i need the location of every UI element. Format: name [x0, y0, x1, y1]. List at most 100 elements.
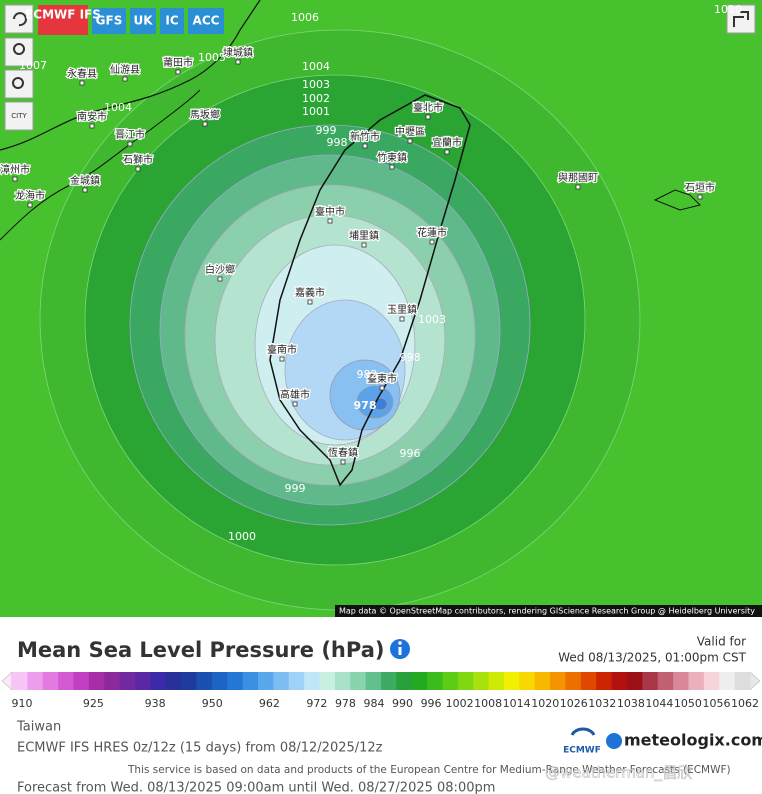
colorbar-tick-label: 984: [363, 697, 384, 710]
colorbar-swatch: [365, 672, 382, 690]
city-label: 永春县: [67, 67, 97, 80]
model-button[interactable]: [130, 8, 156, 34]
colorbar-tick-label: 1014: [503, 697, 531, 710]
colorbar-tick-label: 978: [335, 697, 356, 710]
colorbar-swatch: [504, 672, 520, 690]
island: [653, 189, 701, 211]
city-marker: [175, 69, 181, 75]
colorbar-swatch: [381, 672, 397, 690]
contour-label: 1010: [714, 3, 742, 16]
colorbar: [12, 672, 751, 690]
taiwan-outline: [269, 94, 471, 487]
contour-label: 1000: [228, 530, 256, 543]
contour-label: 998: [327, 136, 348, 149]
colorbar-swatch: [688, 672, 705, 690]
colorbar-tick-label: 1062: [731, 697, 759, 710]
city-button[interactable]: [4, 101, 34, 131]
city-marker: [425, 114, 431, 120]
city-label: 漳州市: [0, 163, 30, 176]
colorbar-swatch: [73, 672, 90, 690]
colorbar-tick-label: 996: [421, 697, 442, 710]
colorbar-swatch: [565, 672, 582, 690]
contour-label: 1001: [302, 105, 330, 118]
city-label: 臺北市: [413, 101, 443, 114]
colorbar-tick-label: 972: [306, 697, 327, 710]
colorbar-swatch: [442, 672, 459, 690]
colorbar-swatch: [319, 672, 336, 690]
share-button[interactable]: [726, 4, 756, 34]
city-marker: [389, 164, 395, 170]
city-label: 龙海市: [15, 189, 45, 202]
city-marker: [235, 59, 241, 65]
colorbar-tick-label: 1038: [617, 697, 645, 710]
info-icon-part: [398, 647, 402, 655]
city-marker: [292, 401, 298, 407]
reload-button[interactable]: [4, 4, 34, 34]
colorbar-tick-label: 1056: [702, 697, 730, 710]
colorbar-swatch: [304, 672, 320, 690]
site-name: meteologix.com: [624, 731, 762, 750]
model-button[interactable]: [92, 8, 126, 34]
contour-label: 1004: [104, 101, 132, 114]
city-label: 仙游县: [110, 63, 140, 76]
zoom-icon: [12, 77, 24, 89]
valid-label: Valid for: [697, 635, 746, 649]
city-label: 恆春鎮: [328, 446, 358, 459]
colorbar-arrow: [749, 671, 761, 691]
city-marker: [399, 316, 405, 322]
model-button[interactable]: [188, 8, 224, 34]
colorbar-swatch: [334, 672, 351, 690]
city-label: 竹東鎮: [377, 151, 407, 164]
colorbar-tick-label: 1008: [474, 697, 502, 710]
city-label: 埔里鎮: [349, 229, 379, 242]
colorbar-swatch: [457, 672, 474, 690]
colorbar-swatch: [135, 672, 151, 690]
colorbar-tick-label: 938: [145, 697, 166, 710]
contour-label: 1003: [302, 78, 330, 91]
city-marker: [217, 276, 223, 282]
zoom-button[interactable]: [4, 69, 34, 99]
location-button[interactable]: [4, 37, 34, 67]
colorbar-swatch: [165, 672, 182, 690]
city-label: 高雄市: [280, 388, 310, 401]
city-marker: [575, 184, 581, 190]
city-marker: [202, 121, 208, 127]
city-marker: [327, 218, 333, 224]
ecmwf-logo: [570, 727, 596, 736]
colorbar-arrow: [1, 671, 13, 691]
watermark: @weatherman_倡欣: [545, 764, 692, 783]
colorbar-swatch: [580, 672, 597, 690]
colorbar-tick-label: 1032: [588, 697, 616, 710]
contour-label: 1005: [198, 51, 226, 64]
colorbar-swatch: [611, 672, 628, 690]
city-marker: [307, 299, 313, 305]
city-label: 花蓮市: [417, 226, 447, 239]
colorbar-tick-label: 1050: [674, 697, 702, 710]
colorbar-swatch: [350, 672, 367, 690]
model-button[interactable]: [160, 8, 184, 34]
city-label: 埭城鎮: [223, 46, 253, 59]
colorbar-swatch: [12, 672, 28, 690]
city-marker: [379, 385, 385, 391]
city-marker: [362, 143, 368, 149]
legend-panel: Mean Sea Level Pressure (hPa) Valid for We…: [1, 635, 762, 794]
service-note: This service is based on data and produc…: [127, 764, 731, 776]
contour-label: 1007: [19, 59, 47, 72]
city-label: 與那國町: [558, 171, 598, 184]
city-label: 臺東市: [367, 372, 397, 385]
city-label: 馬坂鄉: [190, 108, 220, 121]
attribution-bar: [335, 605, 762, 617]
colorbar-swatch: [719, 672, 736, 690]
city-label: 石垣市: [685, 181, 715, 194]
city-marker: [361, 242, 367, 248]
city-label: 白沙鄉: [205, 263, 235, 276]
city-marker: [82, 187, 88, 193]
city-label: 金城鎮: [70, 174, 100, 187]
colorbar-tick-label: 1044: [645, 697, 673, 710]
model-button[interactable]: [38, 5, 88, 35]
colorbar-swatch: [119, 672, 136, 690]
contour-label: 1006: [291, 11, 319, 24]
colorbar-swatch: [734, 672, 751, 690]
info-icon-part: [398, 641, 402, 645]
